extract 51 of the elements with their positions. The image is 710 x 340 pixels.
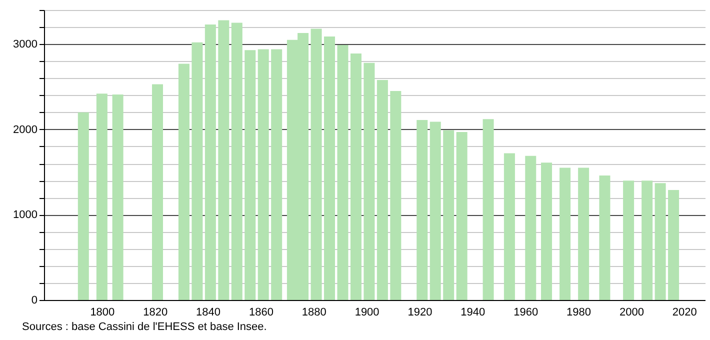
y-tick-label: 1000 xyxy=(13,209,38,222)
bar xyxy=(416,120,428,300)
bar xyxy=(152,84,163,300)
x-tick-label: 1840 xyxy=(196,306,221,318)
x-tick-label: 1960 xyxy=(514,306,538,318)
bar xyxy=(218,20,230,300)
bar xyxy=(578,168,590,300)
x-tick-label: 1940 xyxy=(460,306,486,318)
bar xyxy=(560,168,571,300)
x-tick-label: 1920 xyxy=(408,306,432,318)
bar xyxy=(390,91,402,300)
bar xyxy=(178,64,190,300)
bar xyxy=(350,54,362,300)
bar xyxy=(541,162,552,300)
x-tick-label: 1980 xyxy=(566,306,592,318)
bar xyxy=(654,183,666,300)
bar xyxy=(258,49,269,300)
x-tick-label: 2000 xyxy=(619,306,644,318)
bar xyxy=(482,119,494,300)
bar xyxy=(599,175,610,300)
bar xyxy=(96,94,108,300)
bar xyxy=(456,132,468,300)
x-tick-label: 1900 xyxy=(354,306,380,318)
bar xyxy=(244,50,256,300)
source-note: Sources : base Cassini de l'EHESS et base Insee. xyxy=(22,321,267,333)
bar xyxy=(443,130,454,300)
bar xyxy=(192,42,203,300)
bar xyxy=(430,122,441,300)
bar xyxy=(310,28,322,300)
bar xyxy=(364,62,375,300)
bar xyxy=(271,49,282,300)
x-tick-label: 2020 xyxy=(672,306,697,318)
y-tick-label: 0 xyxy=(31,294,38,306)
x-tick-label: 1860 xyxy=(248,306,274,318)
bar xyxy=(525,156,536,300)
bar xyxy=(668,190,680,300)
bar xyxy=(78,112,89,300)
y-tick-label: 2000 xyxy=(13,124,38,136)
x-tick-label: 1800 xyxy=(90,306,115,318)
bar xyxy=(376,80,388,300)
y-tick-label: 3000 xyxy=(13,38,38,51)
bar xyxy=(642,180,653,300)
x-tick-label: 1820 xyxy=(143,306,168,318)
bar xyxy=(504,153,515,300)
bar xyxy=(623,180,634,300)
bar xyxy=(112,94,124,300)
bar xyxy=(231,22,242,300)
bar xyxy=(337,44,348,300)
bar xyxy=(204,24,216,300)
x-tick-label: 1880 xyxy=(302,306,326,318)
bar xyxy=(324,36,336,300)
